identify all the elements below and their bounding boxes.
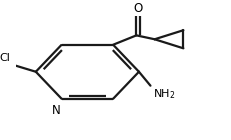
- Text: O: O: [133, 2, 142, 15]
- Text: NH$_2$: NH$_2$: [152, 87, 174, 101]
- Text: Cl: Cl: [0, 53, 11, 63]
- Text: N: N: [52, 104, 60, 117]
